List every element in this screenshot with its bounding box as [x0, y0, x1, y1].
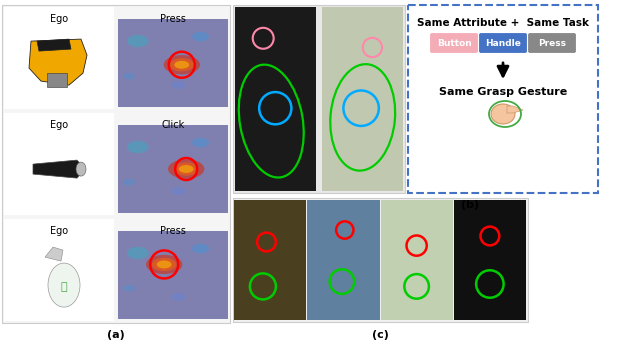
Bar — [454, 200, 526, 320]
Text: 🌿: 🌿 — [61, 282, 67, 292]
Bar — [233, 198, 528, 322]
Polygon shape — [33, 160, 85, 178]
Ellipse shape — [174, 61, 189, 69]
Text: Ego: Ego — [50, 14, 68, 24]
Bar — [307, 200, 380, 320]
Polygon shape — [37, 39, 71, 51]
Bar — [233, 5, 405, 193]
Text: Same Attribute +  Same Task: Same Attribute + Same Task — [417, 18, 589, 28]
Ellipse shape — [172, 81, 186, 89]
Ellipse shape — [127, 35, 148, 47]
Text: Click: Click — [161, 120, 184, 130]
Ellipse shape — [192, 32, 209, 41]
Ellipse shape — [123, 179, 135, 186]
Polygon shape — [29, 39, 87, 85]
Text: (b): (b) — [461, 200, 479, 210]
Ellipse shape — [174, 162, 198, 176]
Ellipse shape — [157, 261, 172, 268]
Text: Button: Button — [436, 39, 472, 47]
Bar — [118, 231, 228, 319]
Ellipse shape — [146, 255, 182, 274]
Ellipse shape — [127, 141, 148, 153]
Ellipse shape — [76, 162, 86, 176]
FancyBboxPatch shape — [431, 34, 477, 52]
Text: Press: Press — [538, 39, 566, 47]
Ellipse shape — [168, 159, 204, 179]
FancyBboxPatch shape — [479, 34, 527, 52]
Ellipse shape — [48, 263, 80, 307]
Bar — [47, 73, 67, 87]
Text: Same Grasp Gesture: Same Grasp Gesture — [439, 87, 567, 97]
Ellipse shape — [172, 187, 186, 195]
Bar — [4, 219, 114, 321]
Polygon shape — [45, 247, 63, 261]
Bar — [4, 7, 114, 109]
Ellipse shape — [123, 285, 135, 292]
Text: Ego: Ego — [50, 226, 68, 236]
Bar — [408, 5, 598, 193]
Ellipse shape — [172, 293, 186, 301]
Text: (c): (c) — [372, 330, 388, 340]
Bar — [235, 7, 316, 191]
Polygon shape — [507, 106, 523, 113]
Bar — [323, 7, 403, 191]
Text: Press: Press — [160, 226, 186, 236]
Bar — [4, 113, 114, 215]
Text: (a): (a) — [107, 330, 125, 340]
Text: Ego: Ego — [50, 120, 68, 130]
Bar — [234, 200, 307, 320]
FancyBboxPatch shape — [529, 34, 575, 52]
Ellipse shape — [164, 55, 200, 75]
Text: Handle: Handle — [485, 39, 521, 47]
Ellipse shape — [179, 165, 194, 173]
Ellipse shape — [123, 73, 135, 80]
Bar — [118, 19, 228, 107]
Ellipse shape — [192, 138, 209, 147]
Ellipse shape — [152, 258, 177, 271]
Text: Press: Press — [160, 14, 186, 24]
Bar — [118, 125, 228, 213]
Ellipse shape — [127, 247, 148, 259]
Bar — [2, 5, 230, 323]
Ellipse shape — [170, 58, 194, 71]
Ellipse shape — [192, 244, 209, 253]
Ellipse shape — [491, 104, 515, 124]
Bar — [381, 200, 452, 320]
